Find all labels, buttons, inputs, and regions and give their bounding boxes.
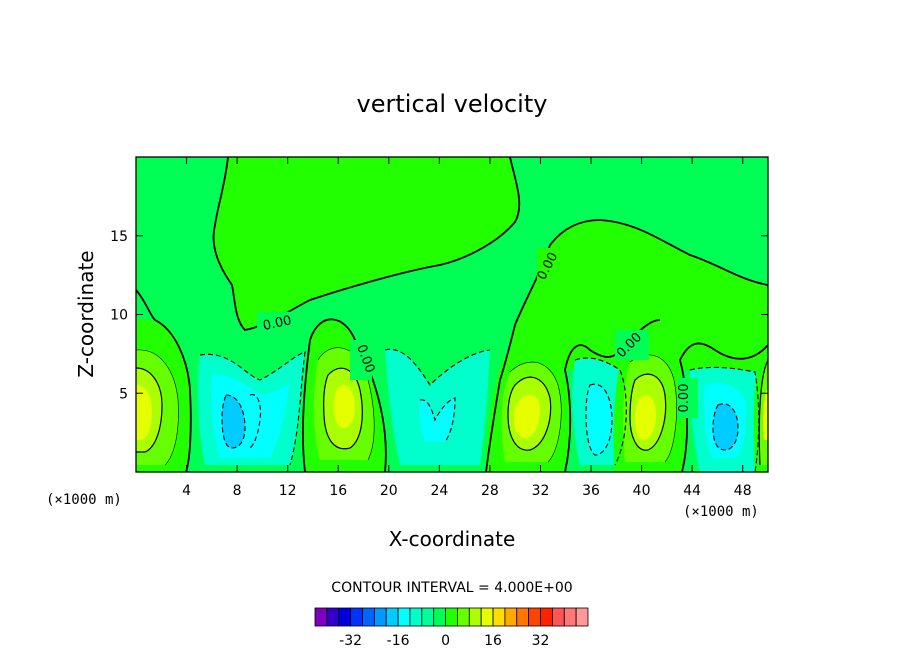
colorbar-tick-label: 16 [484,633,502,649]
contour-label: 0.00 [677,384,692,413]
colorbar-tick-label: 32 [532,633,550,649]
colorbar-swatch [480,607,494,627]
colorbar-swatch [492,607,506,627]
cell-updraft-5-core [513,394,540,438]
colorbar-swatch [457,607,470,627]
colorbar [314,607,589,627]
cell-updraft-3-core [334,385,356,428]
contour-label: 0.00 [262,313,293,334]
y-tick-label: 15 [110,229,128,245]
upper-right-weak-updraft-region [511,220,768,370]
colorbar-tick-label: -32 [339,633,362,649]
colorbar-tick-label: -16 [387,633,410,649]
x-tick-label: 8 [233,483,242,499]
cell-downdraft-2-core [222,395,245,448]
x-tick-label: 16 [329,483,347,499]
contour-interval-text: CONTOUR INTERVAL = 4.000E+00 [331,580,572,596]
contour-field [136,157,768,472]
cell-updraft-9-core [763,388,768,440]
cell-updraft-7-core [635,395,656,440]
x-tick-label: 20 [380,483,398,499]
colorbar-swatch [528,607,541,627]
x-axis-label: X-coordinate [389,527,516,551]
x-axis-ticks: 4 8 12 16 20 24 28 32 36 40 44 48 [182,157,752,499]
x-unit-right: (×1000 m) [683,504,759,520]
colorbar-swatch [468,607,482,627]
x-tick-label: 36 [582,483,600,499]
x-tick-label: 44 [683,483,701,499]
cell-downdraft-4-outer [385,349,490,465]
colorbar-swatch [421,607,435,627]
colorbar-swatch [504,607,518,627]
colorbar-ticks: -32 -16 0 16 32 [339,633,549,649]
colorbar-swatch [338,607,352,627]
colorbar-swatch [314,607,328,627]
colorbar-swatch [409,607,423,627]
colorbar-swatch [373,607,387,627]
x-tick-label: 24 [430,483,448,499]
x-tick-label: 4 [182,483,191,499]
y-axis-ticks: 5 10 15 [110,229,768,402]
y-axis-label: Z-coordinate [74,250,98,377]
x-tick-label: 40 [633,483,651,499]
colorbar-swatch [445,607,458,627]
chart-title: vertical velocity [357,90,548,118]
y-tick-label: 10 [110,308,128,324]
x-tick-label: 32 [532,483,550,499]
colorbar-swatch [397,607,411,627]
colorbar-swatch [540,607,553,627]
cell-downdraft-8-core [713,403,738,450]
x-tick-label: 12 [279,483,297,499]
cell-updraft-1-core [136,385,152,440]
upper-weak-updraft-region [213,157,520,330]
cell-downdraft-4-core [419,398,455,442]
colorbar-swatch [563,607,577,627]
colorbar-swatch [516,607,530,627]
colorbar-tick-label: 0 [441,633,450,649]
x-tick-label: 28 [481,483,499,499]
colorbar-swatch [362,607,375,627]
colorbar-swatch [350,607,363,627]
x-tick-label: 48 [734,483,752,499]
colorbar-swatch [385,607,399,627]
negative-contour-lines [199,348,760,472]
x-unit-left: (×1000 m) [46,492,122,508]
colorbar-swatch [575,607,589,627]
cell-downdraft-6-core [586,384,612,455]
colorbar-swatch [433,607,446,627]
colorbar-swatch [326,607,340,627]
y-tick-label: 5 [119,386,128,402]
colorbar-swatch [551,607,565,627]
